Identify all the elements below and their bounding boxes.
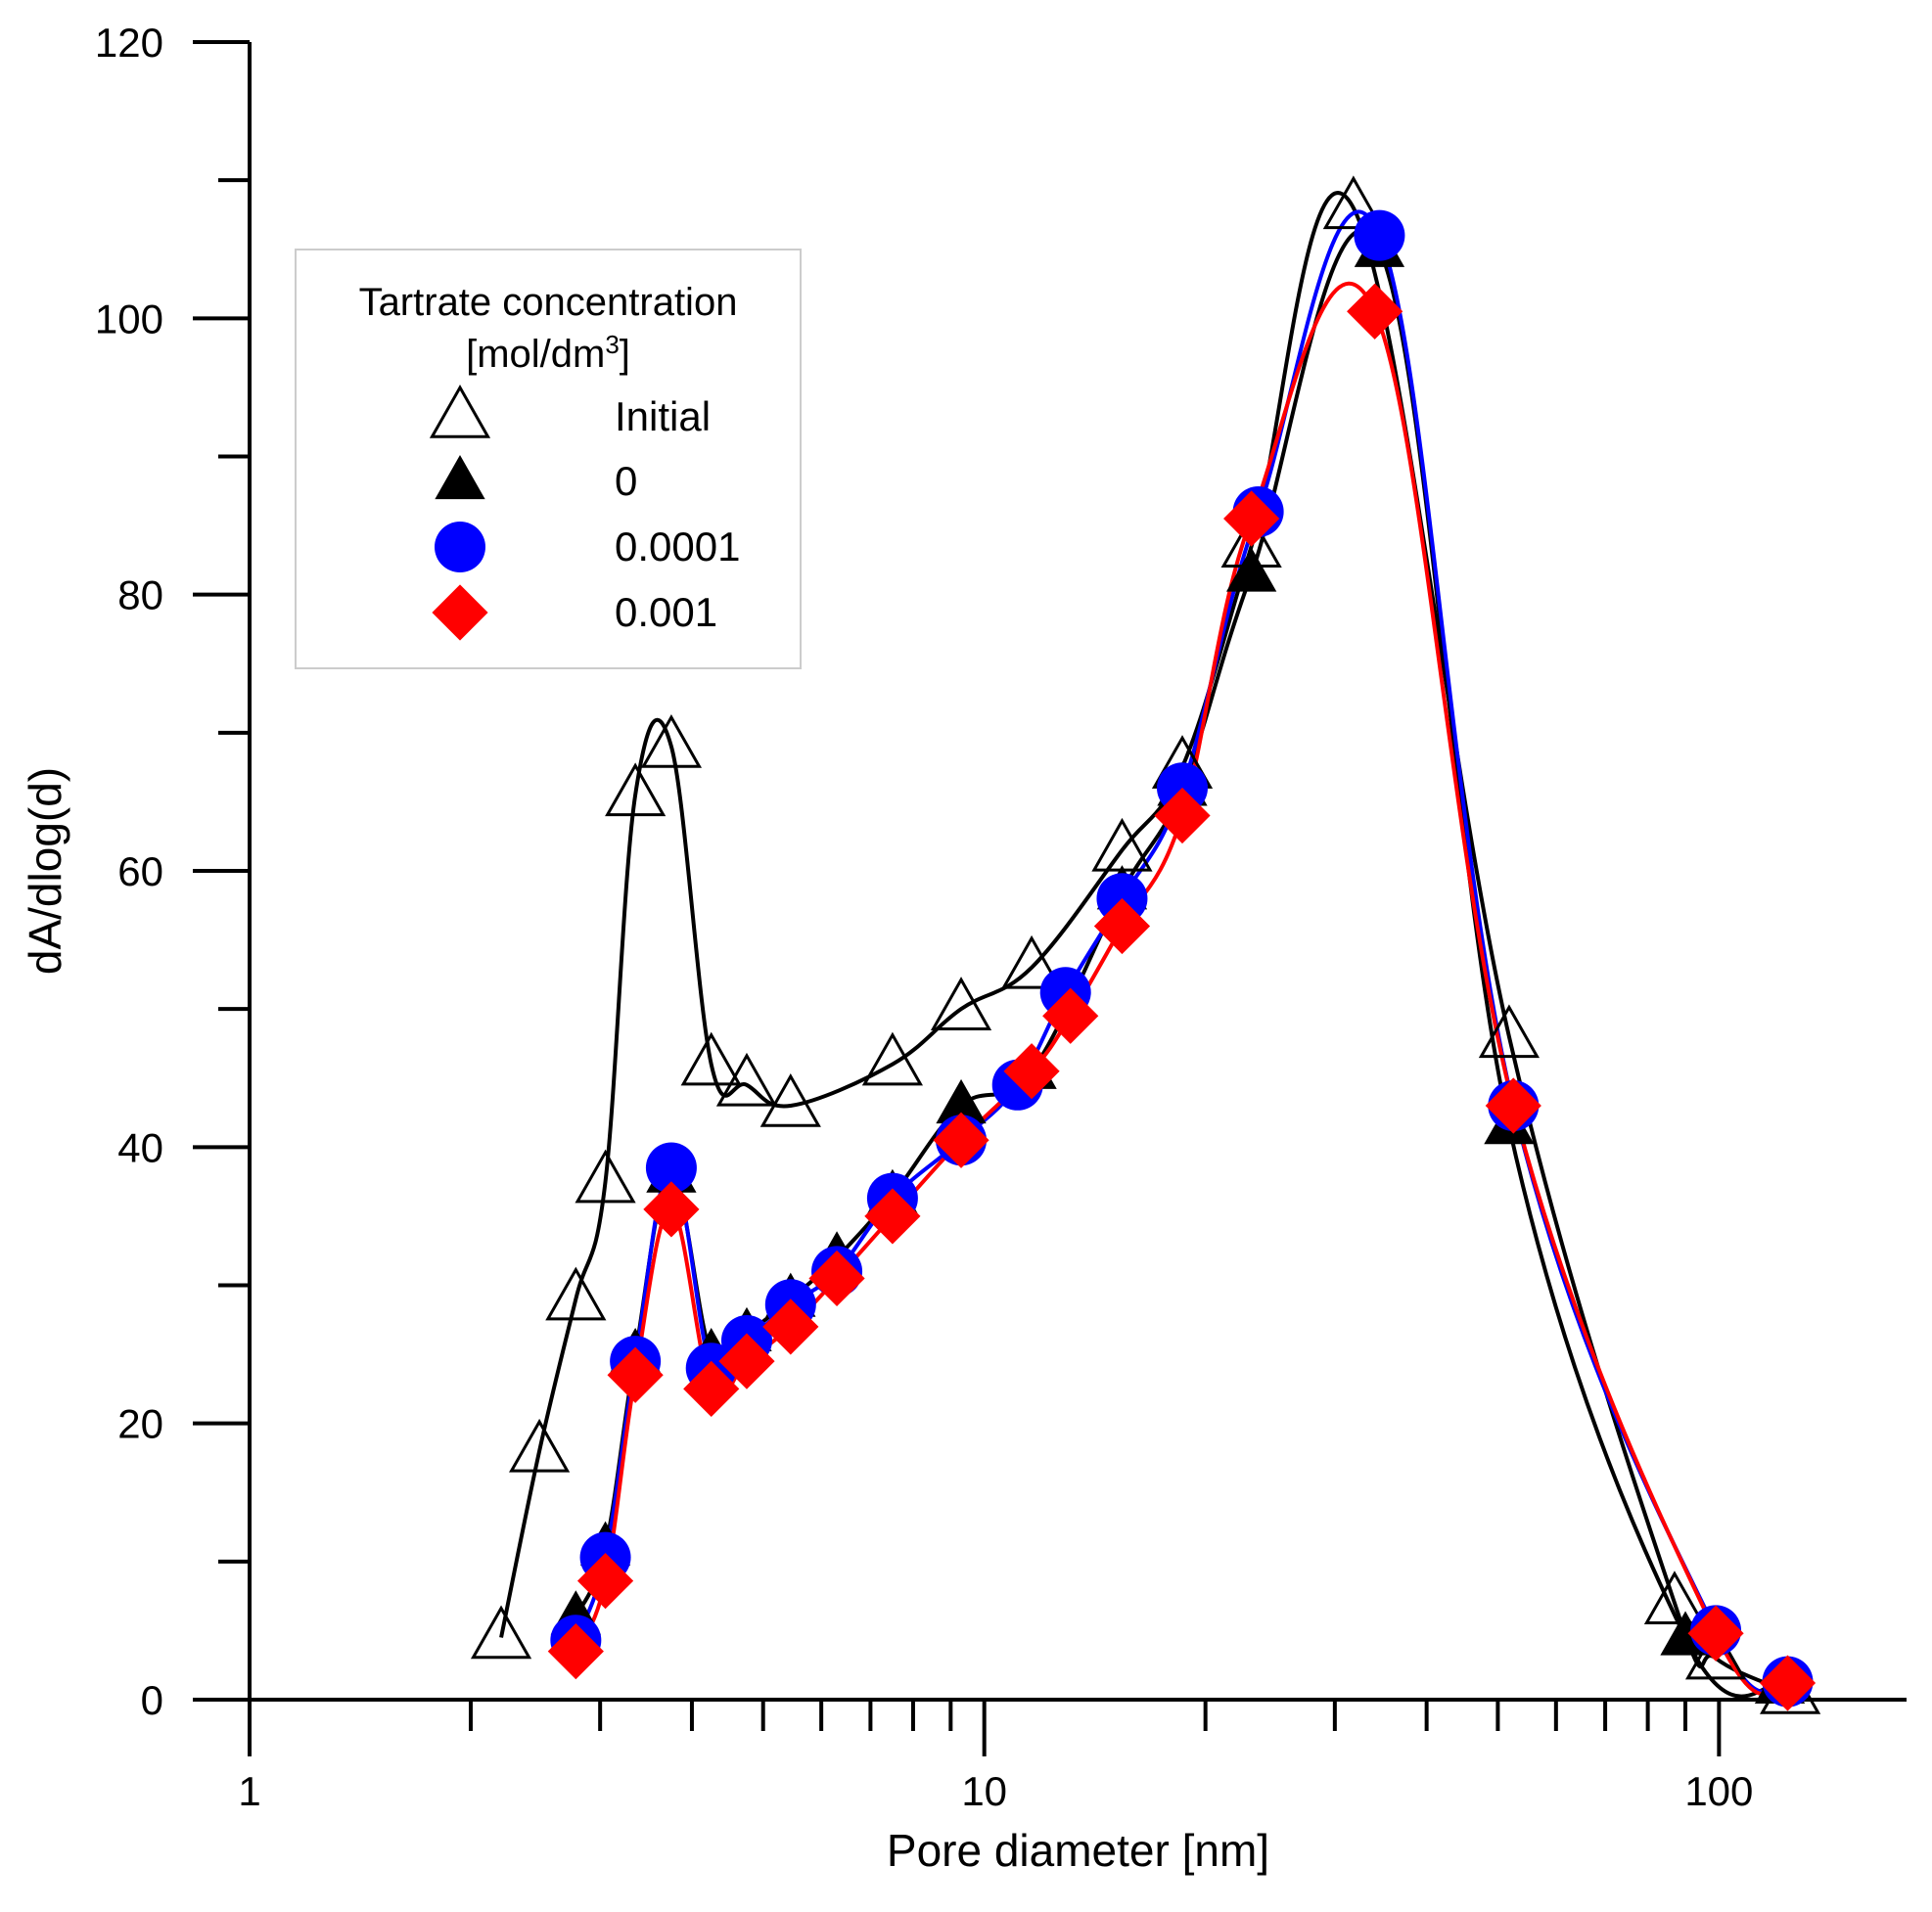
- y-tick-label: 60: [117, 848, 163, 894]
- data-point-series-3: [718, 1333, 775, 1389]
- legend-marker: [432, 584, 488, 641]
- data-point-series-3: [864, 1188, 921, 1245]
- legend-label: 0.0001: [615, 524, 740, 569]
- data-point-series-0: [930, 977, 992, 1030]
- y-tick-label: 100: [95, 296, 163, 341]
- legend-label: 0.001: [615, 589, 717, 635]
- y-tick-label: 40: [117, 1124, 163, 1170]
- legend-title: Tartrate concentration: [359, 281, 738, 324]
- x-ticks: 1 10 100: [238, 1700, 1753, 1814]
- legend-box: [295, 249, 802, 669]
- data-point-series-3: [933, 1112, 989, 1168]
- data-point-series-3: [1093, 897, 1151, 955]
- data-point-series-0: [680, 1031, 742, 1086]
- data-point-series-1: [1225, 547, 1277, 592]
- data-point-series-2: [645, 1142, 697, 1194]
- y-ticks: 0 20 40 60 80 100 120: [95, 20, 250, 1723]
- data-point-series-3: [547, 1622, 604, 1680]
- data-point-series-3: [1347, 283, 1403, 340]
- y-axis-title: dA/dlog(d): [20, 767, 70, 975]
- data-point-series-3: [762, 1298, 819, 1355]
- legend-title-units: [mol/dm3]: [466, 330, 630, 376]
- y-tick-label: 120: [95, 20, 163, 66]
- data-point-series-3: [808, 1250, 865, 1307]
- data-point-series-0: [575, 1149, 636, 1204]
- x-tick-label: 10: [961, 1768, 1007, 1814]
- data-point-series-0: [640, 713, 703, 768]
- data-point-series-0: [1478, 1004, 1541, 1059]
- data-point-series-0: [1000, 934, 1063, 989]
- data-point-series-3: [576, 1552, 634, 1610]
- data-point-series-3: [1223, 490, 1280, 547]
- data-point-series-0: [509, 1418, 571, 1473]
- data-point-series-0: [861, 1031, 923, 1086]
- data-point-series-0: [545, 1266, 607, 1321]
- y-tick-label: 0: [141, 1677, 163, 1723]
- data-point-series-3: [1759, 1655, 1817, 1711]
- data-point-series-0: [1322, 175, 1384, 230]
- data-point-series-3: [643, 1181, 700, 1238]
- data-point-series-0: [759, 1072, 821, 1127]
- legend-marker: [435, 454, 485, 500]
- legend-marker: [429, 385, 491, 438]
- series-markers: [470, 175, 1821, 1714]
- data-point-series-0: [605, 762, 667, 817]
- data-point-series-3: [1042, 987, 1099, 1044]
- legend-label: 0: [615, 458, 637, 504]
- y-tick-label: 80: [117, 572, 163, 618]
- x-tick-label: 100: [1684, 1768, 1753, 1814]
- data-point-series-3: [1485, 1077, 1541, 1134]
- data-point-series-3: [1154, 787, 1211, 844]
- data-point-series-3: [683, 1360, 740, 1417]
- data-point-series-0: [715, 1052, 778, 1107]
- data-point-series-3: [607, 1346, 664, 1403]
- data-point-series-2: [1354, 209, 1405, 261]
- legend-label: Initial: [615, 393, 711, 439]
- data-point-series-3: [1003, 1043, 1060, 1100]
- y-tick-label: 20: [117, 1401, 163, 1447]
- series-line-0: [499, 191, 1791, 1695]
- x-tick-label: 1: [238, 1768, 260, 1814]
- legend-marker: [435, 522, 485, 572]
- legend-entries: Initial 0 0.0001 0.001: [429, 385, 740, 641]
- data-point-series-3: [1687, 1605, 1744, 1662]
- legend: Tartrate concentration [mol/dm3] Initial…: [295, 249, 802, 669]
- data-point-series-0: [470, 1605, 532, 1660]
- data-point-series-0: [1643, 1571, 1706, 1624]
- x-axis-title: Pore diameter [nm]: [887, 1825, 1269, 1876]
